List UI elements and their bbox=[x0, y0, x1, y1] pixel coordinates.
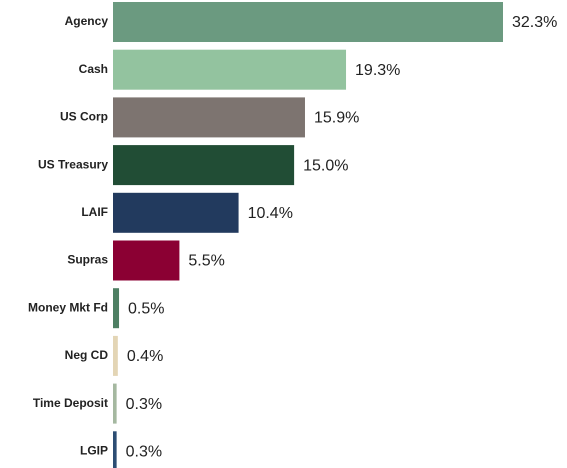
category-label: Time Deposit bbox=[33, 396, 108, 410]
bar bbox=[113, 145, 295, 186]
bar bbox=[113, 2, 503, 42]
bar bbox=[113, 383, 117, 424]
bar bbox=[113, 49, 347, 90]
value-label: 5.5% bbox=[188, 253, 224, 270]
bar bbox=[113, 431, 117, 468]
category-label: Neg CD bbox=[65, 348, 109, 362]
category-label: LGIP bbox=[80, 443, 108, 457]
bar bbox=[113, 335, 118, 376]
category-label: US Treasury bbox=[38, 157, 108, 171]
category-label: Money Mkt Fd bbox=[28, 300, 108, 314]
bar bbox=[113, 288, 120, 329]
value-label: 32.3% bbox=[512, 14, 557, 31]
value-label: 10.4% bbox=[248, 205, 293, 222]
value-label: 0.5% bbox=[128, 300, 164, 317]
value-label: 0.4% bbox=[127, 348, 163, 365]
category-label: Supras bbox=[67, 253, 108, 267]
category-label: US Corp bbox=[60, 110, 108, 124]
bar bbox=[113, 240, 180, 281]
category-label: Cash bbox=[79, 62, 108, 76]
value-label: 0.3% bbox=[126, 444, 162, 461]
category-label: LAIF bbox=[81, 205, 108, 219]
value-label: 0.3% bbox=[126, 396, 162, 413]
category-label: Agency bbox=[65, 14, 109, 28]
value-label: 19.3% bbox=[355, 62, 400, 79]
bar bbox=[113, 97, 305, 138]
value-label: 15.0% bbox=[303, 157, 348, 174]
value-label: 15.9% bbox=[314, 110, 359, 127]
bar bbox=[113, 192, 239, 233]
